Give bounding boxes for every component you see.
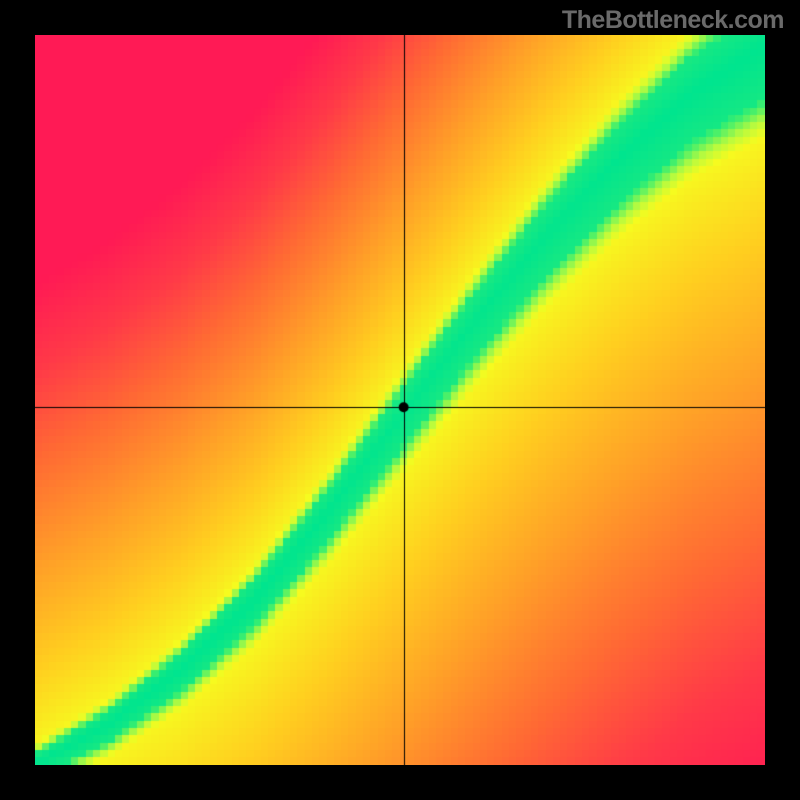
source-watermark: TheBottleneck.com <box>562 6 784 35</box>
chart-container: TheBottleneck.com <box>0 0 800 800</box>
bottleneck-heatmap <box>35 35 765 765</box>
